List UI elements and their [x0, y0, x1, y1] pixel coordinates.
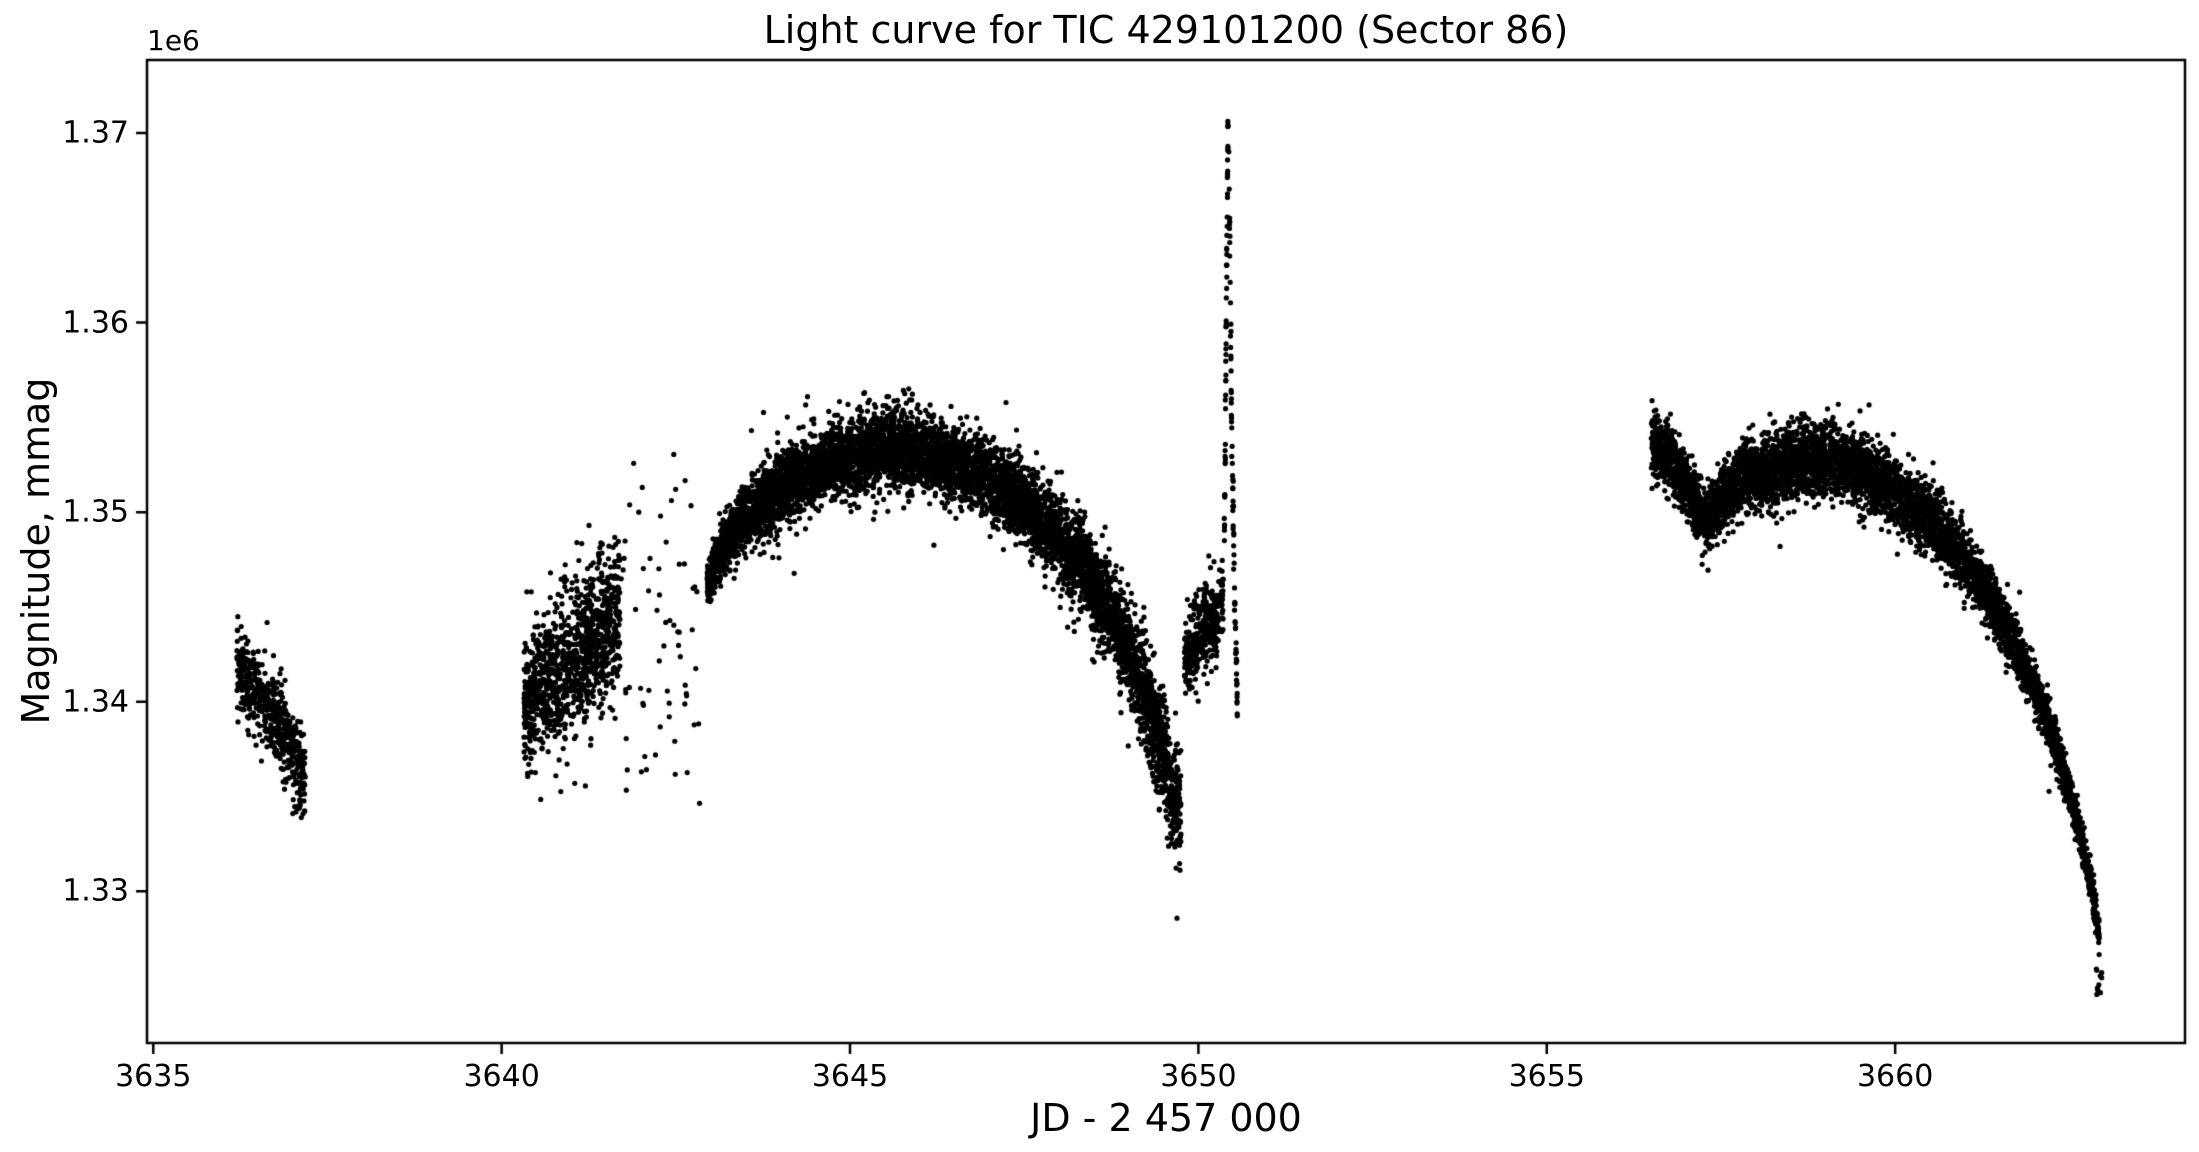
- y-axis-offset-label: 1e6: [147, 24, 200, 57]
- x-axis-label: JD - 2 457 000: [1030, 1096, 1302, 1140]
- x-tick-label: 3640: [463, 1059, 540, 1094]
- x-tick-label: 3650: [1160, 1059, 1237, 1094]
- x-tick-label: 3655: [1508, 1059, 1585, 1094]
- y-tick-label: 1.35: [62, 494, 129, 530]
- x-tick-label: 3635: [115, 1059, 192, 1094]
- y-tick-label: 1.36: [62, 305, 129, 341]
- y-tick-label: 1.33: [62, 873, 129, 909]
- y-tick-label: 1.34: [62, 684, 129, 720]
- x-tick-label: 3660: [1856, 1059, 1934, 1094]
- x-tick-label: 3645: [811, 1059, 889, 1094]
- chart-title: Light curve for TIC 429101200 (Sector 86…: [763, 8, 1569, 52]
- y-axis-label: Magnitude, mmag: [14, 377, 58, 725]
- y-tick-label: 1.37: [62, 115, 129, 151]
